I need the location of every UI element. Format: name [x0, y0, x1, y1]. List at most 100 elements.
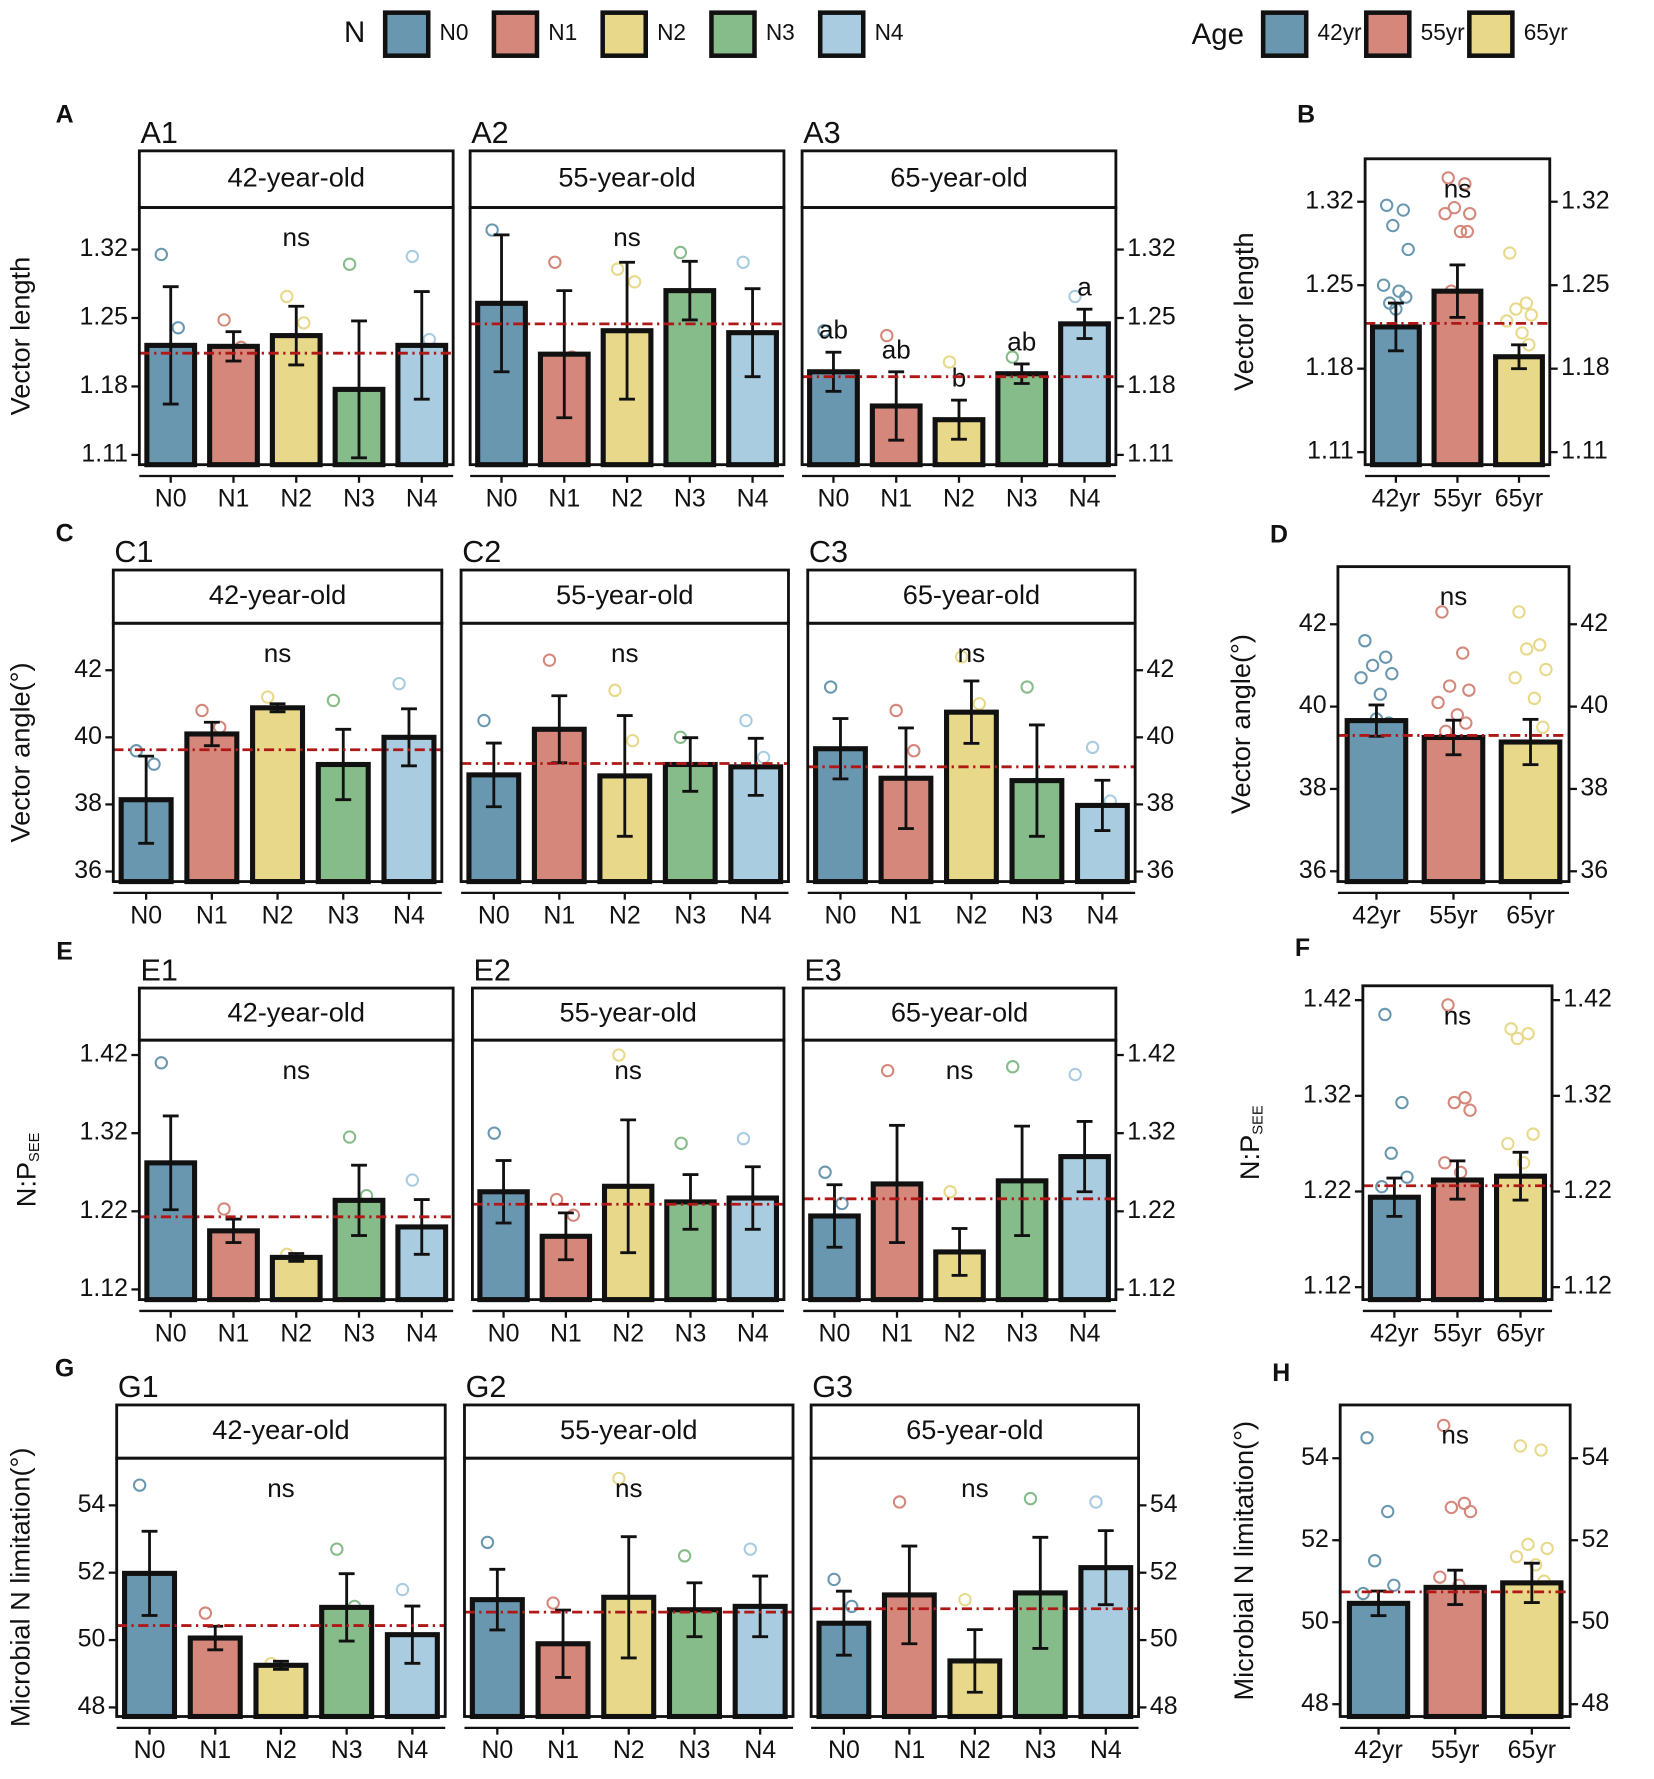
y-axis-label-text: Vector angle(°): [5, 662, 36, 842]
panel-letter: F: [1295, 934, 1310, 962]
y-axis-label: N:PSEE: [11, 1132, 44, 1207]
legend-label: N1: [548, 19, 577, 45]
x-tick-label: N3: [1006, 484, 1038, 512]
x-tick-label: N0: [134, 1736, 166, 1764]
data-point: [1504, 1022, 1518, 1036]
data-point: [548, 255, 562, 269]
x-tick-label: N4: [1086, 901, 1118, 929]
data-point: [1386, 218, 1400, 233]
x-tick-label: N4: [740, 901, 772, 929]
facet-strip-label: 65-year-old: [906, 1414, 1043, 1445]
x-tick-label: N3: [343, 1319, 375, 1347]
data-point: [154, 1056, 168, 1070]
panel-border: [1338, 1403, 1572, 1718]
data-point: [154, 247, 168, 262]
data-point: [1020, 680, 1034, 694]
x-tick-label: 55yr: [1433, 484, 1481, 512]
y-tick-label: 1.12: [1563, 1272, 1611, 1300]
x-tick-label: N4: [737, 1319, 769, 1347]
significance-label: ns: [958, 638, 986, 668]
data-point: [1527, 691, 1542, 706]
y-tick-label: 38: [1146, 789, 1174, 817]
y-axis-label-text: Microbial N limitation(°): [1228, 1421, 1259, 1701]
x-tick-label: N0: [825, 901, 857, 929]
legend-label: N2: [657, 19, 686, 45]
x-tick-label: N4: [396, 1736, 428, 1764]
panel-border: [115, 1456, 447, 1718]
data-point: [756, 750, 771, 765]
bar: [881, 1592, 937, 1720]
significance-letter: ab: [1007, 326, 1036, 356]
data-point: [1533, 638, 1547, 652]
data-point: [1453, 224, 1468, 239]
data-point: [892, 1495, 907, 1509]
y-axis-label: Vector angle(°): [5, 662, 36, 842]
y-tick-label: 1.18: [1561, 353, 1609, 381]
y-tick-label: 42: [1146, 655, 1174, 683]
x-tick-label: N1: [548, 484, 580, 512]
data-point: [1381, 1504, 1395, 1519]
x-tick-label: N3: [675, 1319, 707, 1347]
data-point: [1379, 198, 1394, 212]
x-tick-label: N4: [406, 484, 438, 512]
data-point: [485, 223, 499, 237]
legend-label: N3: [766, 19, 795, 45]
x-tick-label: 42yr: [1352, 901, 1400, 929]
data-point: [1463, 1103, 1477, 1117]
bar: [1423, 1584, 1487, 1720]
x-tick-label: 42yr: [1354, 1736, 1402, 1764]
data-point: [1006, 1060, 1020, 1074]
data-point: [1503, 246, 1517, 260]
facet-strip-label: 55-year-old: [560, 1414, 697, 1445]
data-point: [1444, 1500, 1459, 1515]
y-tick-label: 1.22: [80, 1196, 128, 1224]
legend-swatch: [600, 10, 649, 58]
significance-letter: ab: [882, 334, 911, 364]
data-point: [1433, 1570, 1447, 1584]
x-tick-label: N3: [1006, 1319, 1038, 1347]
x-tick-label: N4: [406, 1319, 438, 1347]
panel-letter: A: [56, 100, 74, 128]
data-point: [1462, 683, 1476, 697]
legend-swatch: [1363, 10, 1412, 58]
data-point: [1459, 716, 1473, 730]
data-point: [261, 690, 275, 704]
bar: [250, 705, 306, 885]
y-axis-label: Microbial N limitation(°): [5, 1448, 36, 1728]
facet-strip: [137, 149, 455, 209]
facet-strip-label: 65-year-old: [903, 579, 1040, 610]
data-point: [627, 275, 642, 289]
x-tick-label: N3: [674, 484, 706, 512]
x-tick-label: N2: [959, 1736, 991, 1764]
data-point: [1508, 671, 1522, 685]
x-tick-label: N1: [543, 901, 575, 929]
y-tick-label: 40: [1299, 691, 1327, 719]
data-point: [954, 650, 969, 664]
x-tick-label: N1: [199, 1736, 231, 1764]
data-point: [1431, 695, 1445, 710]
data-point: [1458, 1091, 1472, 1105]
panel-border: [137, 1038, 455, 1302]
data-point: [326, 693, 341, 708]
data-point: [1540, 1541, 1554, 1556]
data-point: [743, 1542, 757, 1556]
legend-swatch: [382, 10, 431, 58]
panel-border: [1361, 984, 1554, 1302]
data-point: [198, 1606, 213, 1620]
y-axis-label-text: N:P: [11, 1162, 42, 1207]
y-tick-label: 48: [1150, 1692, 1178, 1720]
significance-label: ns: [282, 1055, 310, 1085]
data-point: [1509, 1549, 1524, 1564]
data-point: [480, 1535, 495, 1550]
facet-label: E3: [804, 953, 841, 987]
y-tick-label: 42: [1299, 609, 1327, 637]
data-point: [1515, 326, 1529, 340]
y-tick-label: 1.25: [1561, 270, 1609, 298]
data-point: [171, 321, 185, 335]
significance-label: ns: [611, 638, 639, 668]
legend-swatch: [817, 10, 866, 58]
legend-swatch: [709, 10, 757, 58]
panel-border: [1336, 565, 1571, 883]
data-point: [958, 1592, 972, 1607]
y-tick-label: 52: [1581, 1525, 1609, 1553]
